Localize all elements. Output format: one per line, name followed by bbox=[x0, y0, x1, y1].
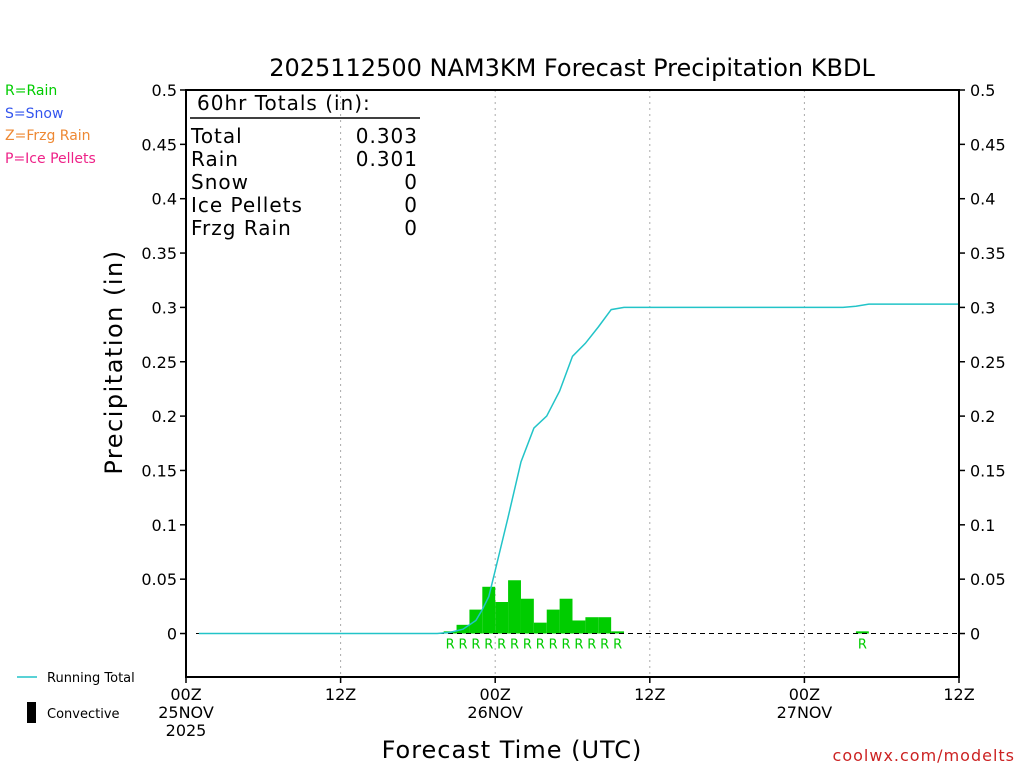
chart-title: 2025112500 NAM3KM Forecast Precipitation… bbox=[269, 54, 875, 82]
y-tick-label-right: 0.45 bbox=[970, 135, 1006, 154]
y-tick-label-left: 0.2 bbox=[152, 407, 177, 426]
rain-bar bbox=[855, 631, 869, 634]
totals-value-rain: 0.301 bbox=[356, 147, 418, 171]
y-tick-label-right: 0 bbox=[970, 625, 980, 644]
y-tick-label-right: 0.05 bbox=[970, 570, 1006, 589]
y-tick-label-right: 0.35 bbox=[970, 244, 1006, 263]
grid-lines bbox=[340, 90, 805, 677]
legend-rain: R=Rain bbox=[5, 83, 57, 99]
y-tick-label-left: 0.4 bbox=[152, 190, 177, 209]
ptype-label: R bbox=[458, 638, 467, 653]
plot-frame bbox=[185, 89, 960, 678]
x-tick-label: 27NOV bbox=[777, 703, 833, 722]
x-tick-label: 2025 bbox=[166, 721, 207, 740]
y-tick-label-left: 0.35 bbox=[141, 244, 177, 263]
rain-bar bbox=[611, 631, 625, 634]
x-tick-label: 00Z bbox=[170, 685, 201, 704]
y-tick-label-left: 0.3 bbox=[152, 298, 177, 317]
y-tick-label-right: 0.2 bbox=[970, 407, 995, 426]
ptype-label: R bbox=[858, 638, 867, 653]
ptype-label: R bbox=[562, 638, 571, 653]
ptype-label: R bbox=[549, 638, 558, 653]
y-tick-label-left: 0.5 bbox=[152, 81, 177, 100]
rain-bar bbox=[495, 601, 509, 634]
x-tick-label: 25NOV bbox=[158, 703, 214, 722]
totals-value-frzg: 0 bbox=[404, 216, 418, 240]
y-tick-label-left: 0.1 bbox=[152, 516, 177, 535]
legend-snow: S=Snow bbox=[5, 106, 63, 122]
x-tick-label: 12Z bbox=[325, 685, 356, 704]
x-tick-label: 00Z bbox=[480, 685, 511, 704]
ptype-label: R bbox=[574, 638, 583, 653]
y-tick-label-right: 0.5 bbox=[970, 81, 995, 100]
y-tick-label-left: 0.05 bbox=[141, 570, 177, 589]
ptype-label: R bbox=[484, 638, 493, 653]
y-tick-label-right: 0.15 bbox=[970, 461, 1006, 480]
y-axis-ticks: 0 00.05 0.050.1 0.10.15 0.150.2 0.20.25 0.250.… bbox=[141, 81, 1005, 644]
ptype-label: R bbox=[446, 638, 455, 653]
ptype-label: R bbox=[536, 638, 545, 653]
y-tick-label-right: 0.4 bbox=[970, 190, 995, 209]
rain-bar bbox=[520, 598, 534, 634]
convective-swatch bbox=[27, 702, 36, 723]
rain-bar bbox=[482, 586, 496, 634]
legend-convective: Convective bbox=[47, 707, 120, 722]
ptype-label: R bbox=[600, 638, 609, 653]
totals-label-snow: Snow bbox=[191, 170, 249, 194]
rain-bar bbox=[508, 580, 521, 634]
x-axis-label: Forecast Time (UTC) bbox=[382, 736, 643, 764]
y-tick-label-left: 0.25 bbox=[141, 353, 177, 372]
y-tick-label-left: 0.15 bbox=[141, 461, 177, 480]
ptype-label: R bbox=[523, 638, 532, 653]
ptype-label: R bbox=[613, 638, 622, 653]
rain-bars bbox=[443, 580, 869, 634]
totals-label-frzg: Frzg Rain bbox=[191, 216, 292, 240]
ptype-label: R bbox=[497, 638, 506, 653]
rain-bar bbox=[546, 609, 560, 634]
x-tick-label: 26NOV bbox=[467, 703, 523, 722]
totals-label-rain: Rain bbox=[191, 147, 239, 171]
x-tick-label: 00Z bbox=[789, 685, 820, 704]
ptype-label: R bbox=[471, 638, 480, 653]
ptype-label: R bbox=[587, 638, 596, 653]
totals-value-snow: 0 bbox=[404, 170, 418, 194]
totals-value-total: 0.303 bbox=[356, 124, 418, 148]
y-axis-label: Precipitation (in) bbox=[100, 249, 128, 474]
totals-box: 60hr Totals (in): Total 0.303 Rain 0.301… bbox=[190, 91, 420, 240]
running-total-line bbox=[198, 303, 959, 635]
y-tick-label-right: 0.25 bbox=[970, 353, 1006, 372]
x-tick-label: 12Z bbox=[634, 685, 665, 704]
totals-label-ice: Ice Pellets bbox=[191, 193, 303, 217]
legend-running-total: Running Total bbox=[47, 671, 135, 686]
rain-bar bbox=[598, 617, 612, 634]
rain-bar bbox=[533, 622, 547, 634]
totals-label-total: Total bbox=[190, 124, 243, 148]
y-tick-label-left: 0 bbox=[167, 625, 177, 644]
y-tick-label-left: 0.45 bbox=[141, 135, 177, 154]
y-tick-label-right: 0.3 bbox=[970, 298, 995, 317]
ptype-label: R bbox=[510, 638, 519, 653]
totals-header: 60hr Totals (in): bbox=[197, 91, 371, 115]
credit-text: coolwx.com/modelts bbox=[833, 746, 1015, 765]
rain-bar bbox=[585, 617, 599, 634]
x-tick-label: 12Z bbox=[943, 685, 974, 704]
totals-value-ice: 0 bbox=[404, 193, 418, 217]
legend-frzg: Z=Frzg Rain bbox=[5, 128, 91, 144]
y-tick-label-right: 0.1 bbox=[970, 516, 995, 535]
rain-bar bbox=[572, 620, 586, 634]
rain-bar bbox=[559, 598, 573, 634]
legend-ice: P=Ice Pellets bbox=[5, 151, 96, 167]
